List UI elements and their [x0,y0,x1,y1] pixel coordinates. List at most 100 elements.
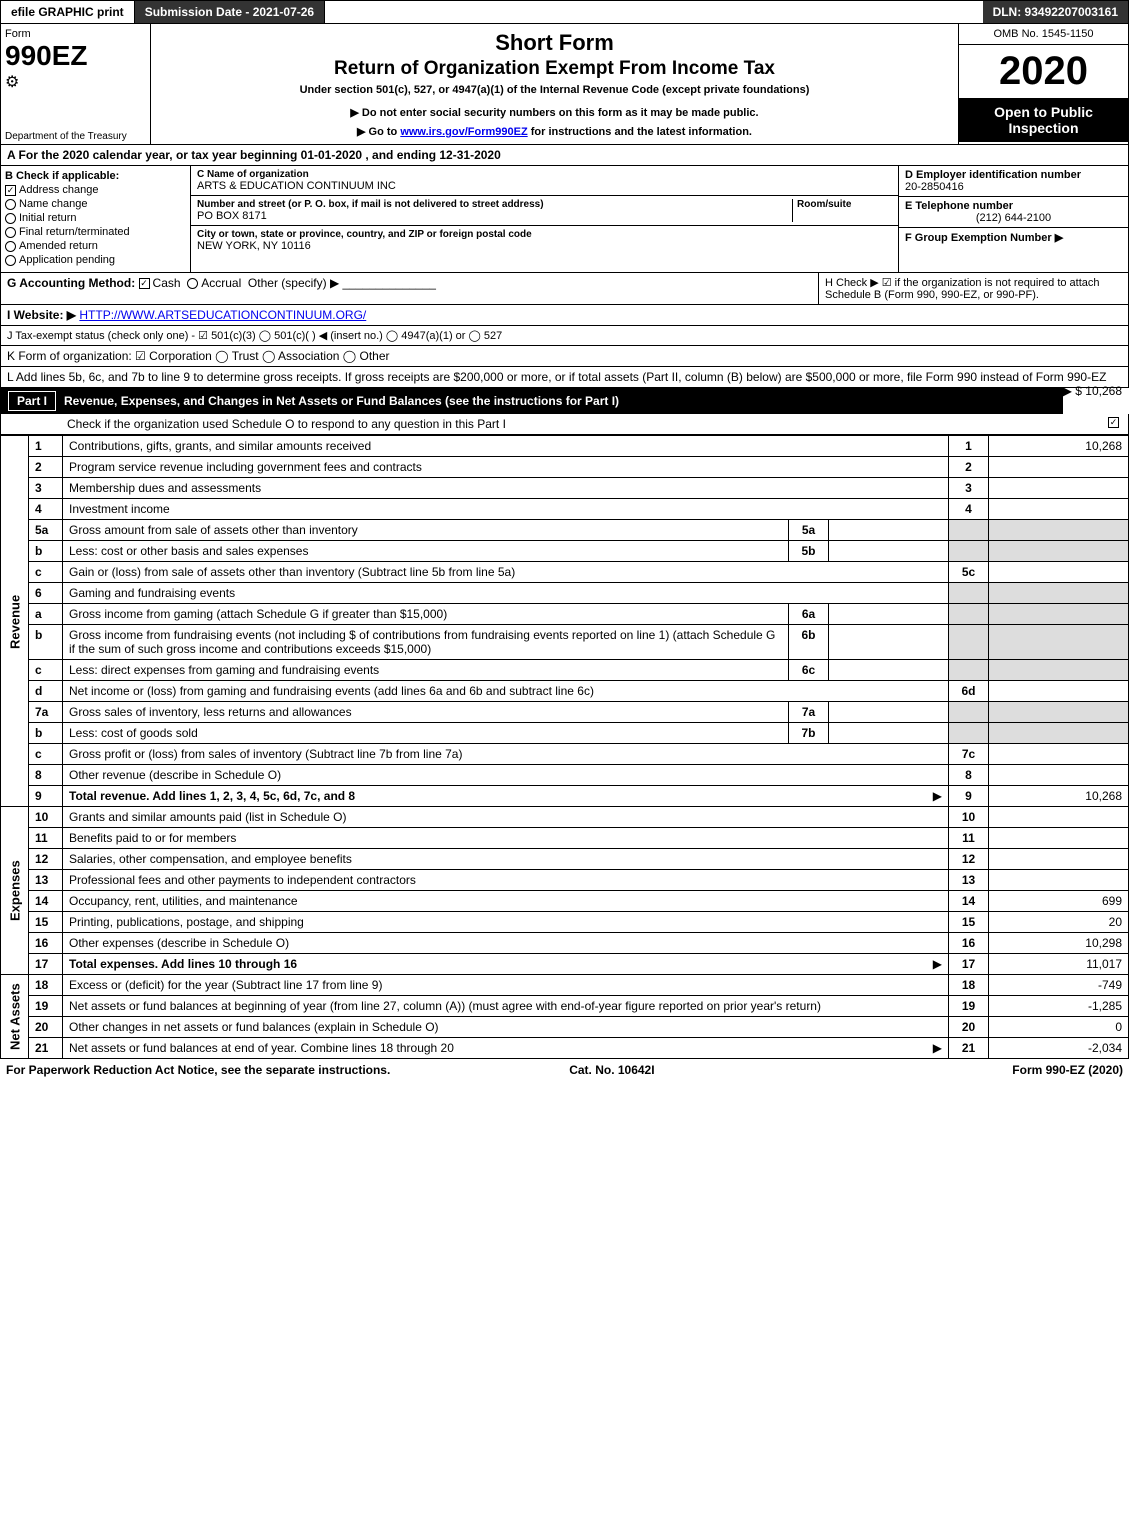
line-num: b [29,541,63,562]
line-num: b [29,625,63,660]
line-desc: Other expenses (describe in Schedule O) [63,933,949,954]
line-ref: 8 [949,765,989,786]
chk-accrual[interactable] [187,278,198,289]
line-num: b [29,723,63,744]
line-desc: Salaries, other compensation, and employ… [63,849,949,870]
chk-amended-return[interactable]: Amended return [5,240,186,252]
header-right: OMB No. 1545-1150 2020 Open to Public In… [958,24,1128,144]
line-desc: Gross profit or (loss) from sales of inv… [63,744,949,765]
line-num: 8 [29,765,63,786]
line-desc: Professional fees and other payments to … [63,870,949,891]
dln-label: DLN: 93492207003161 [983,1,1128,23]
chk-cash[interactable]: ✓ [139,278,150,289]
line-amount: 699 [989,891,1129,912]
line-ref [949,541,989,562]
line-desc: Other changes in net assets or fund bala… [63,1017,949,1038]
box-b: B Check if applicable: ✓Address change N… [1,166,191,272]
chk-address-change[interactable]: ✓Address change [5,184,186,196]
line-desc: Printing, publications, postage, and shi… [63,912,949,933]
line-num: 16 [29,933,63,954]
line-ref: 3 [949,478,989,499]
ssn-warning: ▶ Do not enter social security numbers o… [157,106,952,119]
address-label: Number and street (or P. O. box, if mail… [197,199,792,210]
title-short-form: Short Form [157,30,952,56]
sub-ref: 6a [789,604,829,625]
line-num: 19 [29,996,63,1017]
line-amount: -749 [989,975,1129,996]
org-name-label: C Name of organization [197,169,892,180]
line-desc: Gross sales of inventory, less returns a… [63,702,789,723]
form-ref: Form 990-EZ (2020) [1012,1063,1123,1077]
line-desc: Total revenue. Add lines 1, 2, 3, 4, 5c,… [69,789,355,803]
ein-value: 20-2850416 [905,181,1122,193]
sub-ref: 5a [789,520,829,541]
efile-print-button[interactable]: efile GRAPHIC print [1,1,135,23]
other-label: Other (specify) ▶ [248,276,339,290]
line-ref: 13 [949,870,989,891]
sub-ref: 5b [789,541,829,562]
part-i-bar: Part I Revenue, Expenses, and Changes in… [0,388,1063,414]
line-amount: -2,034 [989,1038,1129,1059]
city-label: City or town, state or province, country… [197,229,892,240]
row-k: K Form of organization: ☑ Corporation ◯ … [0,346,1129,367]
line-desc: Gaming and fundraising events [63,583,949,604]
footer: For Paperwork Reduction Act Notice, see … [0,1059,1129,1081]
chk-name-change[interactable]: Name change [5,198,186,210]
line-amount [989,478,1129,499]
part-i-title: Revenue, Expenses, and Changes in Net As… [64,394,619,408]
box-c: C Name of organization ARTS & EDUCATION … [191,166,898,272]
line-desc: Contributions, gifts, grants, and simila… [69,439,371,453]
line-num: 12 [29,849,63,870]
line-num: 2 [29,457,63,478]
chk-final-return[interactable]: Final return/terminated [5,226,186,238]
row-h: H Check ▶ ☑ if the organization is not r… [818,273,1128,304]
line-desc: Less: direct expenses from gaming and fu… [63,660,789,681]
line-num: d [29,681,63,702]
period-row: A For the 2020 calendar year, or tax yea… [0,145,1129,166]
line-ref: 12 [949,849,989,870]
box-def: D Employer identification number 20-2850… [898,166,1128,272]
line-num: a [29,604,63,625]
irs-link[interactable]: www.irs.gov/Form990EZ [400,126,527,138]
line-desc: Excess or (deficit) for the year (Subtra… [63,975,949,996]
line-num: 5a [29,520,63,541]
line-ref: 17 [949,954,989,975]
line-amount [989,723,1129,744]
website-link[interactable]: HTTP://WWW.ARTSEDUCATIONCONTINUUM.ORG/ [79,308,366,322]
line-num: 21 [29,1038,63,1059]
chk-application-pending[interactable]: Application pending [5,254,186,266]
revenue-side-label: Revenue [1,436,29,807]
cat-number: Cat. No. 10642I [569,1063,654,1077]
line-num: 1 [29,436,63,457]
sub-val [829,604,949,625]
line-amount [989,499,1129,520]
line-num: c [29,660,63,681]
line-amount [989,562,1129,583]
address-value: PO BOX 8171 [197,210,792,222]
line-amount [989,681,1129,702]
line-amount [989,744,1129,765]
part-i-subtext: Check if the organization used Schedule … [67,417,506,431]
line-amount: 11,017 [989,954,1129,975]
line-ref: 11 [949,828,989,849]
line-desc: Gross amount from sale of assets other t… [63,520,789,541]
city-value: NEW YORK, NY 10116 [197,240,892,252]
cash-label: Cash [153,276,181,290]
chk-initial-return[interactable]: Initial return [5,212,186,224]
schedule-o-checkbox[interactable]: ✓ [1108,417,1119,428]
line-num: 3 [29,478,63,499]
g-label: G Accounting Method: [7,276,135,290]
ein-label: D Employer identification number [905,169,1122,181]
line-num: 18 [29,975,63,996]
line-ref: 5c [949,562,989,583]
phone-label: E Telephone number [905,200,1122,212]
open-to-public: Open to Public Inspection [959,98,1128,142]
line-amount [989,807,1129,828]
line-ref: 16 [949,933,989,954]
period-text: A For the 2020 calendar year, or tax yea… [7,148,501,162]
row-l-amount: ▶ $ 10,268 [1063,384,1122,398]
row-g-h: G Accounting Method: ✓Cash Accrual Other… [0,273,1129,305]
sub-val [829,723,949,744]
line-desc: Less: cost of goods sold [63,723,789,744]
line-desc: Other revenue (describe in Schedule O) [63,765,949,786]
